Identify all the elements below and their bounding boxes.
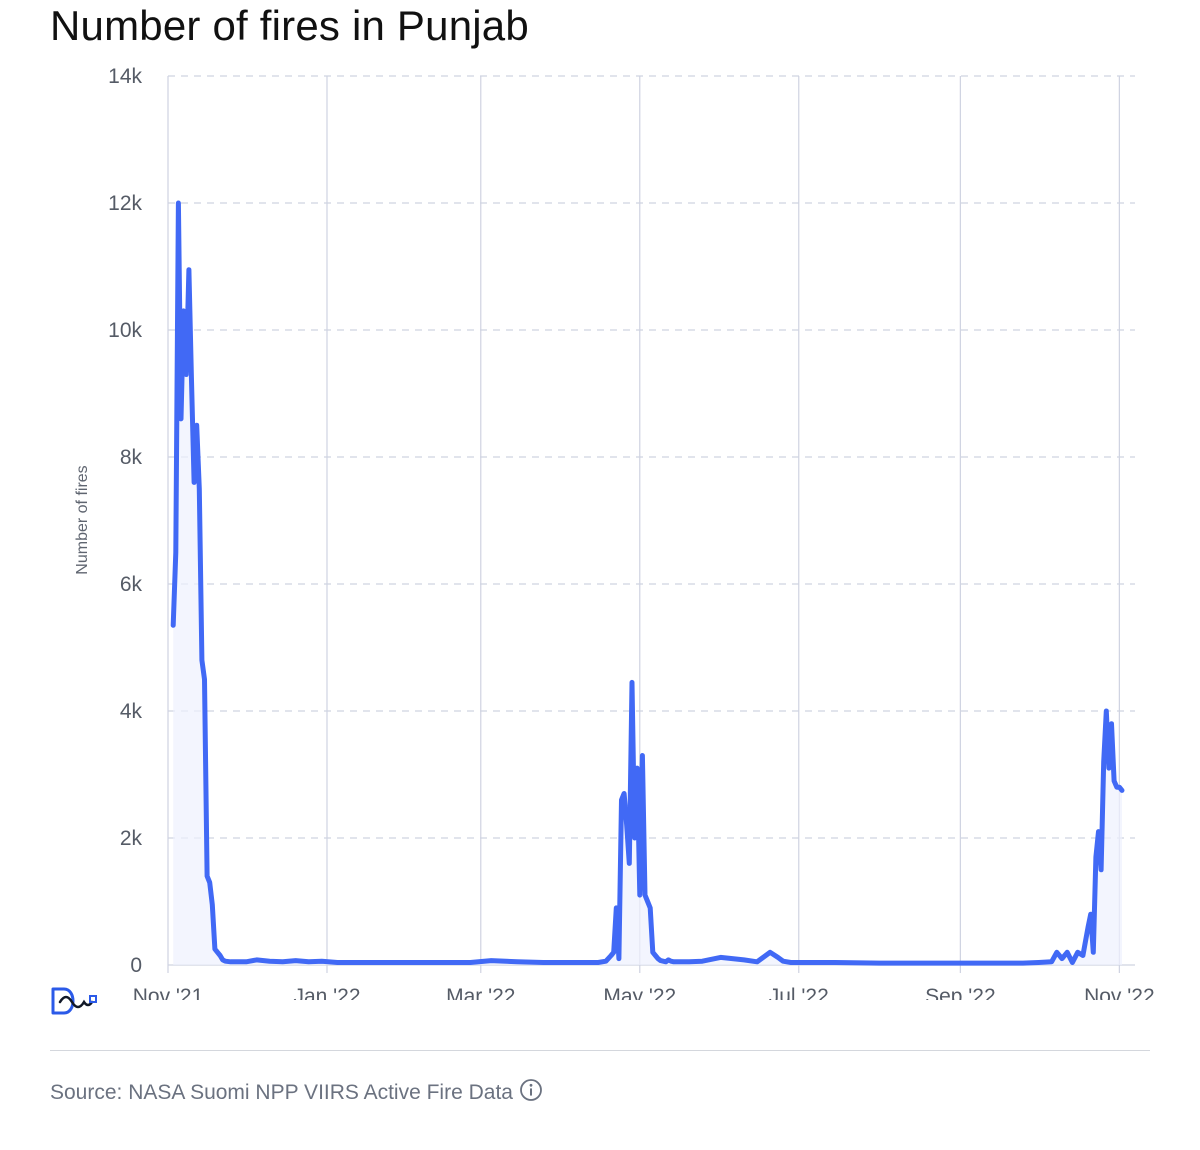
y-tick-label: 4k — [120, 700, 143, 723]
series-line — [170, 200, 1125, 966]
x-axis-ticks: Nov '21 Jan '22 Mar '22 May '22 Jul '22 Sep '… — [133, 985, 1155, 1000]
footer-divider — [50, 1050, 1150, 1051]
y-axis-ticks: 0 2k 4k 6k 8k 10k 12k 14k — [108, 65, 142, 977]
y-tick-label: 2k — [120, 827, 143, 850]
series-line-path — [170, 200, 1125, 966]
x-tick-label: Nov '22 — [1084, 985, 1155, 1000]
y-tick-label: 0 — [130, 954, 142, 977]
y-tick-label: 8k — [120, 446, 143, 469]
chart-title: Number of fires in Punjab — [50, 2, 529, 49]
y-tick-label: 10k — [108, 319, 142, 342]
source-note: Source: NASA Suomi NPP VIIRS Active Fire… — [50, 1078, 543, 1108]
brand-logo-icon — [51, 987, 97, 1015]
x-tick-label: Jul '22 — [769, 985, 829, 1000]
source-text: Source: NASA Suomi NPP VIIRS Active Fire… — [50, 1081, 513, 1104]
y-tick-label: 14k — [108, 65, 142, 88]
x-tick-label: May '22 — [603, 985, 676, 1000]
y-tick-label: 6k — [120, 573, 143, 596]
x-tick-label: Sep '22 — [925, 985, 996, 1000]
info-icon[interactable] — [519, 1078, 543, 1108]
x-tick-label: Nov '21 — [133, 985, 204, 1000]
x-tick-label: Mar '22 — [446, 985, 515, 1000]
grid-lines — [167, 75, 1135, 973]
x-tick-label: Jan '22 — [293, 985, 360, 1000]
line-chart: 0 2k 4k 6k 8k 10k 12k 14k Nov '21 Jan '22 Mar '22… — [74, 65, 1155, 1000]
y-axis-label: Number of fires — [74, 465, 91, 574]
y-tick-label: 12k — [108, 192, 142, 215]
